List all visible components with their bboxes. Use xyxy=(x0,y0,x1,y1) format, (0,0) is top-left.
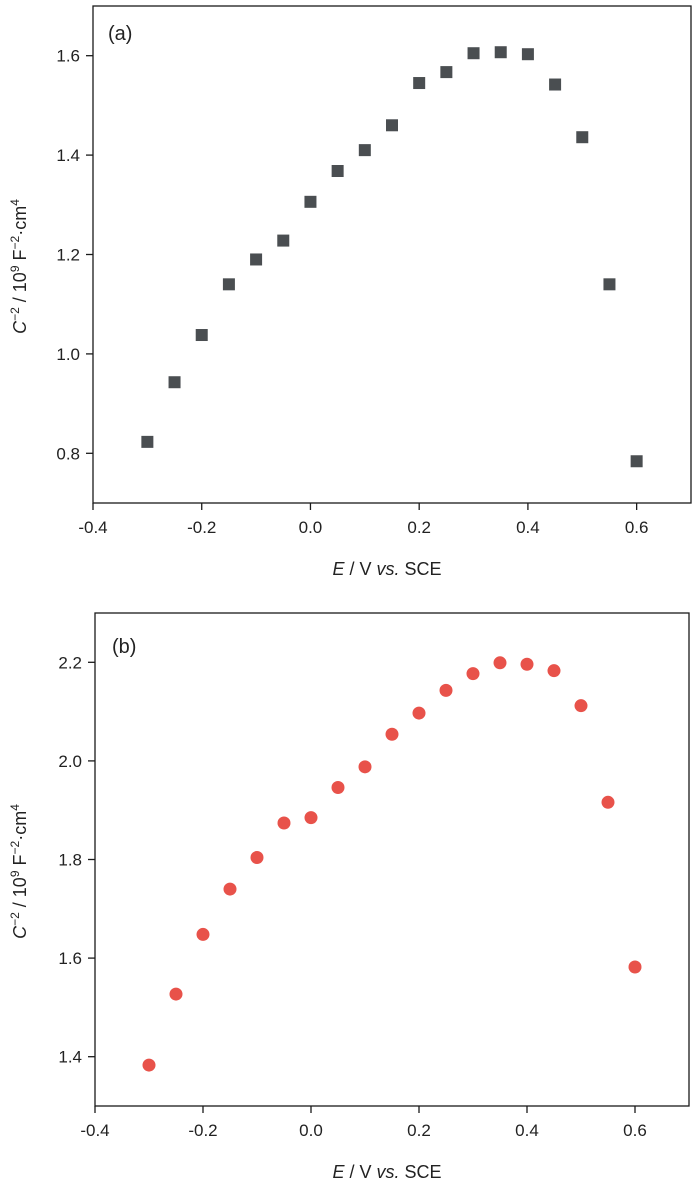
data-point xyxy=(304,195,317,208)
data-point xyxy=(142,1058,156,1072)
x-tick-label: 0.6 xyxy=(625,518,649,537)
data-point xyxy=(277,816,291,830)
data-point xyxy=(304,811,318,825)
x-tick-label: 0.2 xyxy=(407,1121,431,1140)
data-point xyxy=(250,851,264,865)
x-tick-label: 0.4 xyxy=(516,518,540,537)
x-tick-label: -0.2 xyxy=(188,1121,217,1140)
data-point xyxy=(196,927,210,941)
data-point xyxy=(222,278,235,291)
y-tick-label: 2.0 xyxy=(58,752,82,771)
data-point xyxy=(413,77,426,90)
data-point xyxy=(493,656,507,670)
panel-label: (a) xyxy=(108,23,132,45)
y-tick-label: 1.6 xyxy=(58,949,82,968)
data-point xyxy=(412,706,426,720)
x-tick-label: -0.2 xyxy=(187,518,216,537)
x-tick-label: 0.0 xyxy=(299,1121,323,1140)
y-tick-label: 1.0 xyxy=(56,345,80,364)
data-point xyxy=(547,664,561,678)
data-point xyxy=(576,131,589,144)
y-tick-label: 1.8 xyxy=(58,851,82,870)
data-point xyxy=(141,435,154,448)
x-tick-label: 0.2 xyxy=(407,518,431,537)
data-point xyxy=(277,234,290,247)
y-tick-label: 1.2 xyxy=(56,246,80,265)
y-tick-label: 1.4 xyxy=(56,146,80,165)
data-point xyxy=(521,48,534,61)
plot-frame xyxy=(94,612,690,1107)
data-point xyxy=(223,882,237,896)
data-point xyxy=(169,987,183,1001)
data-point xyxy=(386,119,398,132)
data-point xyxy=(331,165,344,178)
data-point xyxy=(467,47,480,60)
panel-label: (b) xyxy=(112,636,136,658)
data-point xyxy=(168,376,181,389)
data-point xyxy=(520,657,534,671)
y-axis-title: C−2 / 109 F−2·cm4 xyxy=(8,804,30,939)
x-tick-label: 0.0 xyxy=(299,518,323,537)
data-point xyxy=(630,455,643,468)
data-point xyxy=(549,78,562,91)
x-axis-title: E / V vs. SCE xyxy=(332,1162,441,1182)
panel-b: -0.4 -0.2 0.0 0.2 0.4 0.6 1.4 1.6 1.8 2.0 2.2 (b) E … xyxy=(8,612,690,1182)
y-tick-label: 2.2 xyxy=(58,653,82,672)
data-point xyxy=(574,699,588,713)
data-point xyxy=(385,727,399,741)
data-point xyxy=(603,278,616,291)
x-tick-label: 0.6 xyxy=(623,1121,647,1140)
data-point xyxy=(331,781,345,795)
data-point xyxy=(440,66,453,79)
panel-a: -0.4 -0.2 0.0 0.2 0.4 0.6 0.8 1.0 1.2 1.4 1.6 (a) E … xyxy=(8,5,692,579)
y-axis-title: C−2 / 109 F−2·cm4 xyxy=(8,199,30,334)
data-point xyxy=(195,329,208,342)
data-point xyxy=(466,667,480,681)
data-point xyxy=(358,144,371,157)
plot-frame xyxy=(92,5,692,504)
x-tick-label: 0.4 xyxy=(515,1121,539,1140)
y-tick-label: 0.8 xyxy=(56,444,80,463)
y-tick-label: 1.6 xyxy=(56,47,80,66)
data-point xyxy=(250,253,263,266)
x-tick-label: -0.4 xyxy=(80,1121,109,1140)
y-tick-label: 1.4 xyxy=(58,1048,82,1067)
data-point xyxy=(601,795,615,809)
x-axis-title: E / V vs. SCE xyxy=(332,559,441,579)
data-point xyxy=(628,960,642,974)
x-tick-label: -0.4 xyxy=(78,518,107,537)
data-point xyxy=(358,760,372,774)
data-point xyxy=(439,683,453,697)
data-point xyxy=(494,46,507,59)
